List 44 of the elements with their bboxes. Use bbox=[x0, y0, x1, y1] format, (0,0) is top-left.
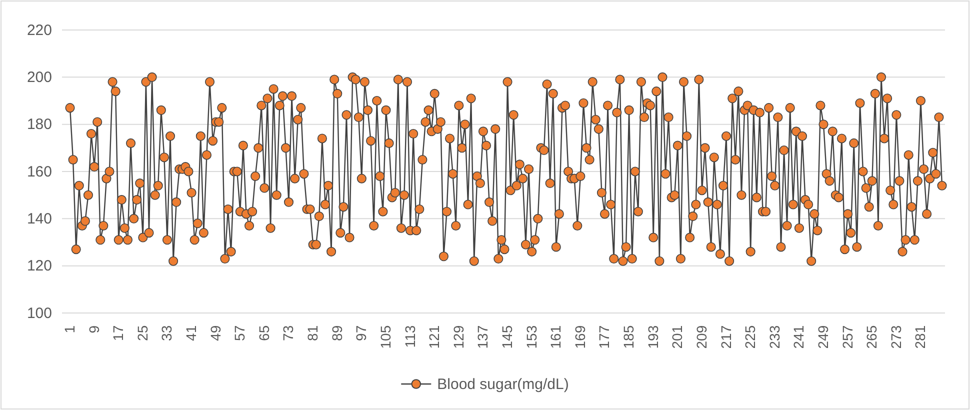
x-tick-label: 185 bbox=[620, 325, 637, 349]
x-tick-label: 281 bbox=[912, 325, 928, 349]
x-tick-label: 17 bbox=[110, 325, 126, 341]
x-tick-label: 73 bbox=[280, 325, 296, 341]
x-tick-label: 113 bbox=[402, 325, 418, 348]
y-tick-label: 200 bbox=[26, 68, 52, 86]
y-tick-label: 180 bbox=[26, 116, 52, 134]
y-tick-label: 160 bbox=[26, 163, 52, 180]
x-tick-label: 169 bbox=[572, 325, 588, 349]
x-tick-label: 161 bbox=[548, 325, 564, 349]
y-tick-label: 100 bbox=[26, 304, 52, 322]
x-tick-label: 241 bbox=[790, 325, 807, 349]
x-tick-label: 153 bbox=[523, 325, 540, 349]
x-tick-label: 121 bbox=[426, 325, 442, 349]
x-tick-label: 249 bbox=[814, 325, 831, 349]
x-tick-label: 265 bbox=[864, 325, 880, 349]
x-tick-label: 25 bbox=[134, 325, 150, 341]
x-tick-label: 177 bbox=[596, 325, 612, 349]
x-tick-label: 201 bbox=[669, 325, 686, 349]
y-tick-label: 220 bbox=[26, 22, 52, 39]
x-tick-label: 33 bbox=[158, 325, 175, 341]
x-tick-label: 129 bbox=[450, 325, 466, 349]
x-tick-label: 81 bbox=[304, 325, 321, 341]
y-tick-label: 140 bbox=[26, 210, 52, 228]
x-tick-label: 49 bbox=[207, 325, 224, 341]
x-tick-label: 65 bbox=[256, 325, 272, 341]
x-tick-label: 233 bbox=[766, 325, 782, 349]
x-tick-label: 9 bbox=[86, 325, 102, 334]
x-tick-label: 137 bbox=[474, 325, 491, 349]
x-tick-label: 225 bbox=[742, 325, 758, 349]
x-tick-label: 57 bbox=[232, 325, 248, 341]
x-tick-label: 273 bbox=[888, 325, 904, 349]
x-tick-label: 97 bbox=[353, 325, 370, 341]
x-tick-label: 193 bbox=[644, 325, 661, 349]
x-tick-label: 209 bbox=[693, 325, 710, 349]
x-tick-label: 257 bbox=[839, 325, 856, 349]
x-tick-label: 1 bbox=[61, 325, 78, 334]
x-tick-label: 145 bbox=[499, 325, 515, 349]
x-tick-label: 217 bbox=[718, 325, 734, 349]
legend-label: Blood sugar(mg/dL) bbox=[437, 376, 569, 393]
x-tick-label: 41 bbox=[183, 325, 200, 341]
x-tick-label: 105 bbox=[377, 325, 394, 349]
y-tick-label: 120 bbox=[26, 258, 52, 275]
x-tick-label: 89 bbox=[328, 325, 345, 341]
